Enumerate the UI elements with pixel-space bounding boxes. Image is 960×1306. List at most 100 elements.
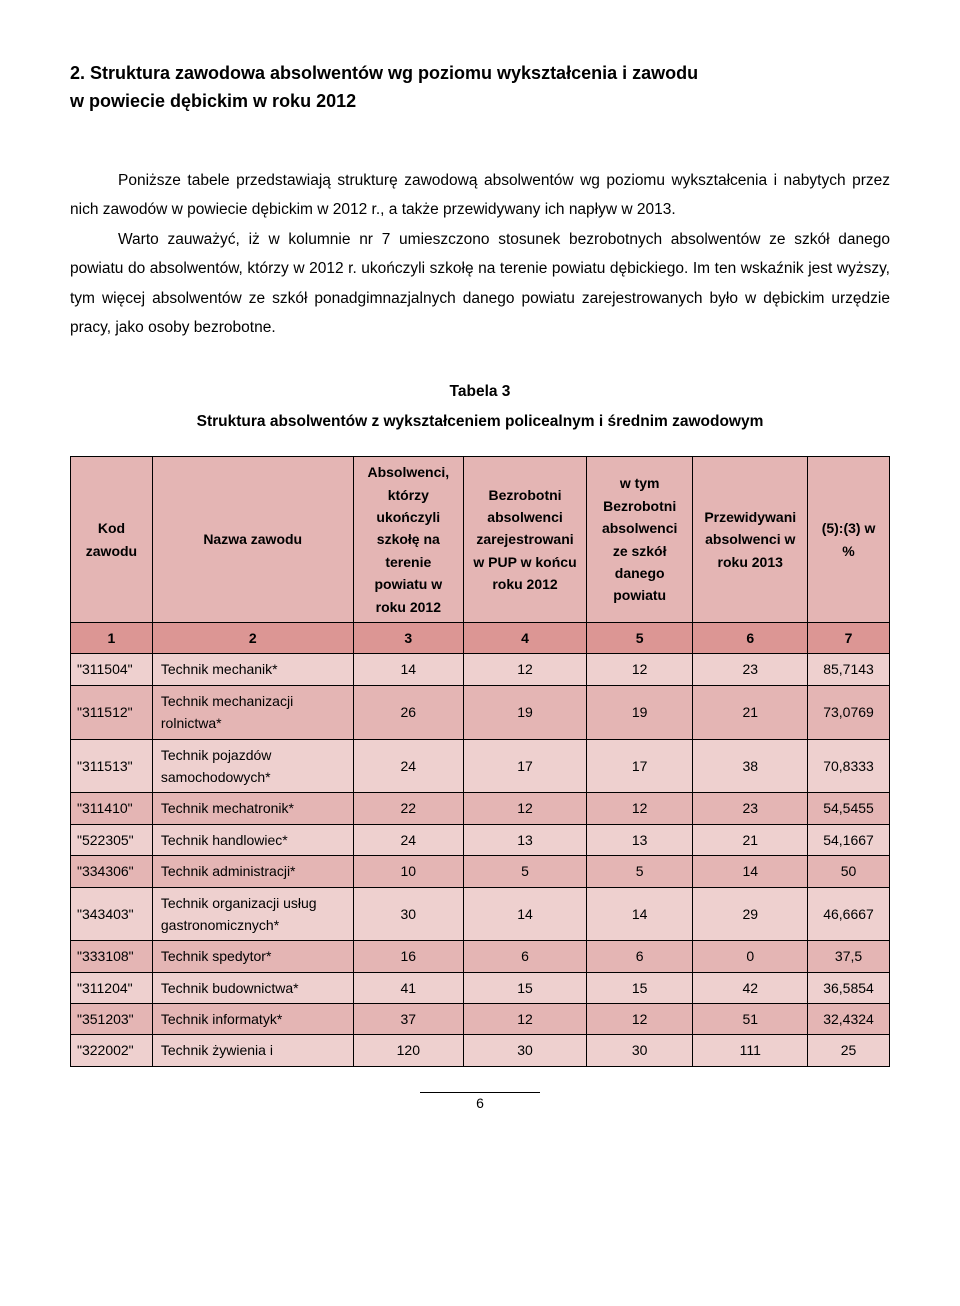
table-row: "311513"Technik pojazdów samochodowych*2… xyxy=(71,739,890,793)
table-cell: 22 xyxy=(353,793,464,824)
column-header: Nazwa zawodu xyxy=(152,457,353,623)
table-cell: 23 xyxy=(693,654,808,685)
table-cell: 12 xyxy=(586,793,692,824)
table-row: "333108"Technik spedytor*1666037,5 xyxy=(71,941,890,972)
table-row: "334306"Technik administracji*10551450 xyxy=(71,856,890,887)
table-header: Kod zawoduNazwa zawoduAbsolwenci, którzy… xyxy=(71,457,890,654)
table-cell: "351203" xyxy=(71,1004,153,1035)
table-cell: 6 xyxy=(464,941,587,972)
column-number: 1 xyxy=(71,623,153,654)
table-cell: 85,7143 xyxy=(808,654,890,685)
page-number: 6 xyxy=(420,1092,540,1111)
table-cell: 73,0769 xyxy=(808,685,890,739)
column-number: 3 xyxy=(353,623,464,654)
table-cell: 29 xyxy=(693,887,808,941)
table-cell: 12 xyxy=(586,654,692,685)
table-cell: "522305" xyxy=(71,824,153,855)
table-cell: Technik organizacji usług gastronomiczny… xyxy=(152,887,353,941)
table-cell: Technik handlowiec* xyxy=(152,824,353,855)
table-cell: 23 xyxy=(693,793,808,824)
table-cell: Technik budownictwa* xyxy=(152,972,353,1003)
table-cell: "322002" xyxy=(71,1035,153,1066)
table-cell: Technik pojazdów samochodowych* xyxy=(152,739,353,793)
table-cell: Technik informatyk* xyxy=(152,1004,353,1035)
paragraph-part-1: Poniższe tabele przedstawiają strukturę … xyxy=(70,166,890,225)
table-cell: "311504" xyxy=(71,654,153,685)
table-cell: Technik mechatronik* xyxy=(152,793,353,824)
table-cell: 37,5 xyxy=(808,941,890,972)
table-row: "311512"Technik mechanizacji rolnictwa*2… xyxy=(71,685,890,739)
table-cell: 30 xyxy=(353,887,464,941)
table-cell: "333108" xyxy=(71,941,153,972)
table-cell: 14 xyxy=(464,887,587,941)
table-cell: 12 xyxy=(464,793,587,824)
table-cell: 36,5854 xyxy=(808,972,890,1003)
table-cell: Technik administracji* xyxy=(152,856,353,887)
table-row: "311504"Technik mechanik*1412122385,7143 xyxy=(71,654,890,685)
table-cell: "343403" xyxy=(71,887,153,941)
table-caption-line-1: Tabela 3 xyxy=(450,383,511,400)
table-cell: 14 xyxy=(353,654,464,685)
column-number: 5 xyxy=(586,623,692,654)
paragraph-part-2: Warto zauważyć, iż w kolumnie nr 7 umies… xyxy=(70,225,890,343)
table-cell: 19 xyxy=(586,685,692,739)
table-cell: 17 xyxy=(464,739,587,793)
table-cell: 14 xyxy=(693,856,808,887)
table-cell: 30 xyxy=(464,1035,587,1066)
table-cell: 13 xyxy=(586,824,692,855)
column-header: Bezrobotni absolwenci zarejestrowani w P… xyxy=(464,457,587,623)
table-cell: "311410" xyxy=(71,793,153,824)
column-header: (5):(3) w % xyxy=(808,457,890,623)
table-row: "322002"Technik żywienia i120303011125 xyxy=(71,1035,890,1066)
table-cell: 111 xyxy=(693,1035,808,1066)
table-cell: 37 xyxy=(353,1004,464,1035)
table-caption-line-2: Struktura absolwentów z wykształceniem p… xyxy=(197,413,764,430)
table-row: "343403"Technik organizacji usług gastro… xyxy=(71,887,890,941)
column-number: 6 xyxy=(693,623,808,654)
column-header: Kod zawodu xyxy=(71,457,153,623)
heading-line-2: w powiecie dębickim w roku 2012 xyxy=(70,91,356,111)
table-cell: Technik mechanik* xyxy=(152,654,353,685)
table-cell: 32,4324 xyxy=(808,1004,890,1035)
table-cell: 5 xyxy=(464,856,587,887)
table-cell: 70,8333 xyxy=(808,739,890,793)
section-heading: 2. Struktura zawodowa absolwentów wg poz… xyxy=(70,60,890,116)
table-cell: 51 xyxy=(693,1004,808,1035)
table-cell: "311513" xyxy=(71,739,153,793)
table-cell: 16 xyxy=(353,941,464,972)
table-cell: 5 xyxy=(586,856,692,887)
table-cell: "311512" xyxy=(71,685,153,739)
column-number: 7 xyxy=(808,623,890,654)
table-cell: 0 xyxy=(693,941,808,972)
body-paragraph: Poniższe tabele przedstawiają strukturę … xyxy=(70,166,890,343)
column-header: w tym Bezrobotni absolwenci ze szkół dan… xyxy=(586,457,692,623)
table-cell: 6 xyxy=(586,941,692,972)
column-number: 2 xyxy=(152,623,353,654)
table-cell: 38 xyxy=(693,739,808,793)
table-row: "522305"Technik handlowiec*2413132154,16… xyxy=(71,824,890,855)
table-cell: 41 xyxy=(353,972,464,1003)
table-cell: 26 xyxy=(353,685,464,739)
table-cell: 46,6667 xyxy=(808,887,890,941)
table-cell: 12 xyxy=(464,1004,587,1035)
heading-line-1: 2. Struktura zawodowa absolwentów wg poz… xyxy=(70,63,698,83)
table-cell: 17 xyxy=(586,739,692,793)
table-cell: 54,5455 xyxy=(808,793,890,824)
column-number: 4 xyxy=(464,623,587,654)
column-header: Absolwenci, którzy ukończyli szkołę na t… xyxy=(353,457,464,623)
table-cell: 50 xyxy=(808,856,890,887)
table-cell: 15 xyxy=(586,972,692,1003)
table-cell: Technik mechanizacji rolnictwa* xyxy=(152,685,353,739)
table-cell: 12 xyxy=(464,654,587,685)
table-cell: 21 xyxy=(693,685,808,739)
table-cell: 19 xyxy=(464,685,587,739)
table-body: "311504"Technik mechanik*1412122385,7143… xyxy=(71,654,890,1066)
table-cell: 15 xyxy=(464,972,587,1003)
table-cell: Technik żywienia i xyxy=(152,1035,353,1066)
table-cell: 10 xyxy=(353,856,464,887)
data-table: Kod zawoduNazwa zawoduAbsolwenci, którzy… xyxy=(70,456,890,1067)
table-cell: 21 xyxy=(693,824,808,855)
table-cell: 13 xyxy=(464,824,587,855)
table-cell: 30 xyxy=(586,1035,692,1066)
table-row: "311410"Technik mechatronik*2212122354,5… xyxy=(71,793,890,824)
